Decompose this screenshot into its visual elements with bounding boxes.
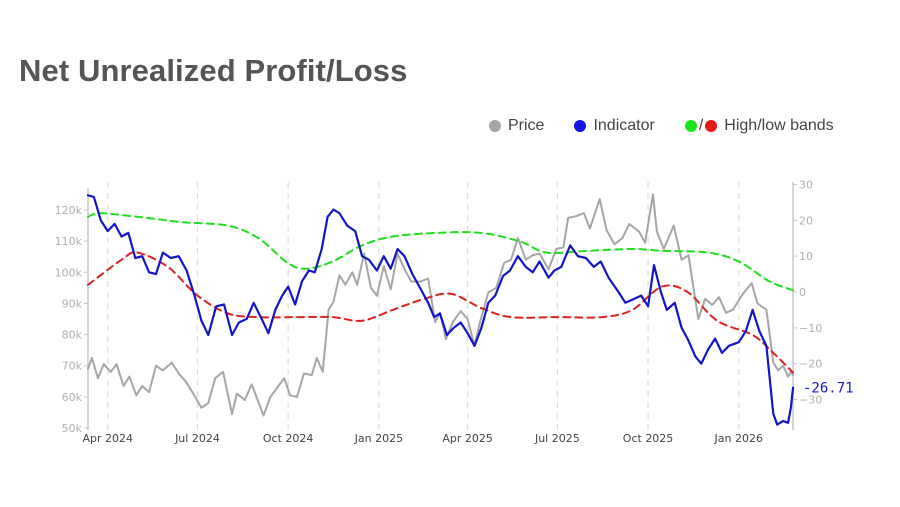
legend-price-label: Price [508, 117, 545, 134]
right-tick-label: 0 [799, 286, 806, 299]
right-tick-label: 30 [799, 179, 813, 192]
left-tick-label: 110k [55, 235, 83, 248]
x-axis: Apr 2024 Jul 2024 Oct 2024 Jan 2025 Apr 2025… [82, 432, 763, 445]
right-tick-label: 10 [799, 250, 813, 263]
x-tick-label: Jul 2025 [534, 432, 580, 445]
left-tick-label: 100k [55, 266, 83, 279]
left-axis: 50k 60k 70k 80k 90k 100k 110k 120k [55, 188, 89, 435]
x-tick-label: Jan 2025 [354, 432, 403, 445]
x-tick-label: Apr 2024 [82, 432, 133, 445]
high-band-line [87, 212, 794, 292]
price-dot-icon [489, 120, 501, 132]
last-value-label: -26.71 [803, 381, 854, 397]
left-tick-label: 90k [62, 297, 83, 310]
low-band-dot-icon [705, 120, 718, 132]
left-tick-label: 80k [62, 329, 83, 342]
series-layer [86, 193, 795, 426]
right-tick-label: −20 [799, 358, 822, 371]
legend-item-indicator[interactable]: Indicator [574, 117, 655, 135]
legend-item-price[interactable]: Price [489, 117, 544, 135]
x-tick-label: Oct 2025 [623, 432, 674, 445]
right-axis: −30 −20 −10 0 10 20 30 [792, 179, 822, 430]
legend: Price Indicator / High/low bands [489, 117, 834, 135]
high-band-dot-icon [684, 120, 697, 132]
bands-separator: / [698, 117, 704, 134]
x-tick-label: Jul 2024 [174, 432, 220, 445]
price-line [87, 193, 794, 417]
x-tick-label: Apr 2025 [442, 432, 493, 445]
x-tick-label: Oct 2024 [263, 432, 314, 445]
left-tick-label: 70k [62, 360, 83, 373]
right-tick-label: −10 [799, 322, 822, 335]
legend-indicator-label: Indicator [593, 117, 655, 134]
legend-item-bands[interactable]: / High/low bands [684, 117, 834, 135]
left-tick-label: 60k [62, 391, 83, 404]
right-tick-label: 20 [799, 214, 813, 227]
grid-layer [107, 182, 740, 430]
right-tick-label: −30 [799, 394, 822, 407]
x-tick-label: Jan 2026 [714, 432, 763, 445]
chart-title: Net Unrealized Profit/Loss [19, 53, 408, 88]
indicator-line [86, 194, 795, 426]
legend-bands-label: High/low bands [724, 117, 834, 134]
left-tick-label: 120k [55, 204, 83, 217]
left-tick-label: 50k [62, 422, 83, 435]
indicator-dot-icon [574, 120, 587, 132]
